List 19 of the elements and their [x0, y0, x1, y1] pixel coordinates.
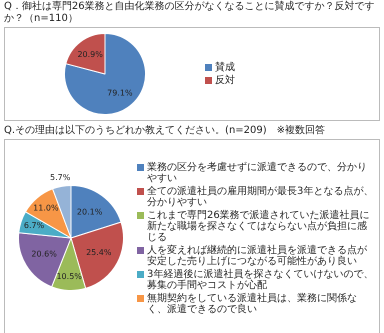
chart-title: Q.その理由は以下のうちどれか教えてください。(n=209) ※複数回答	[3, 124, 326, 138]
data-label: 20.6%	[31, 249, 58, 258]
data-label: 10.5%	[56, 272, 82, 281]
data-label: 79.1%	[107, 88, 133, 98]
legend-label: 反対	[215, 75, 235, 86]
legend-label: 全ての派遣社員の雇用期間が最長3年となる点が、分かりやすい	[147, 186, 374, 208]
data-label: 11.0%	[33, 203, 59, 212]
legend-label: 賛成	[215, 62, 235, 73]
data-label: 20.9%	[77, 50, 104, 59]
legend-label: 無期契約をしている派遣社員は、業務に関係なく、派遣できるので良い	[147, 292, 358, 314]
data-label: 20.1%	[76, 208, 103, 217]
legend-label: 人を変えれば継続的に派遣社員を派遣できる点が安定した売り上げにつながる可能性があり良い	[147, 244, 368, 266]
legend-label: 3年経過後に派遣社員を探さなくていけないので、募集の手間やコストが心配	[147, 268, 374, 290]
data-label: 5.7%	[50, 173, 71, 182]
chart-title: Q．御社は専門26業務と自由化業務の区分がなくなることに賛成ですか？反対ですか？（n=110）	[3, 0, 376, 26]
legend-label: 業務の区分を考慮せずに派遣できるので、分かりやすい	[147, 162, 368, 184]
data-label: 25.4%	[86, 248, 112, 257]
data-label: 6.7%	[24, 221, 45, 230]
legend-label: これまで専門26業務で派遣されていた派遣社員に新たな職場を探さなくてはならない点が負担に感じる	[147, 210, 371, 242]
